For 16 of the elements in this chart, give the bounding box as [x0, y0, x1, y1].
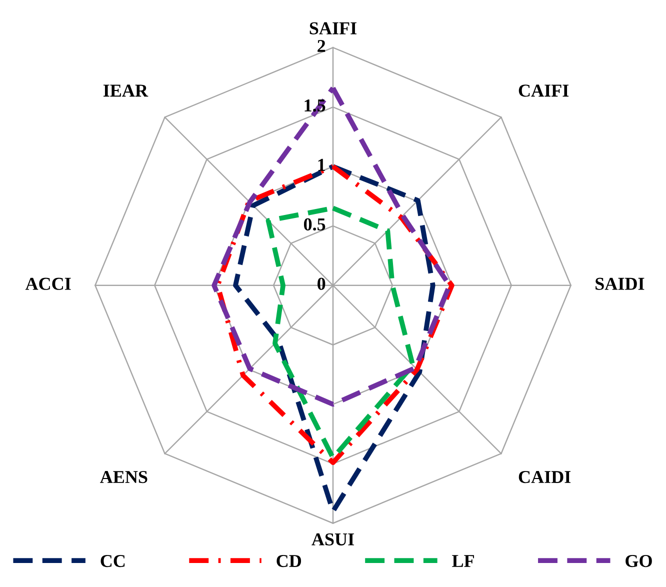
spoke-label: CAIDI — [518, 470, 571, 484]
spoke-label: AENS — [100, 470, 148, 484]
y-tick-label: 0.5 — [304, 218, 326, 231]
y-tick-label: 1 — [318, 158, 325, 171]
y-tick-label: 0 — [318, 278, 326, 290]
legend-label: CD — [276, 554, 302, 568]
spoke-label: SAIDI — [596, 278, 644, 290]
legend-label: LF — [452, 555, 474, 567]
y-tick-label: 2 — [318, 40, 326, 52]
spoke-label: IEAR — [103, 84, 148, 97]
spoke-label: ASUI — [312, 533, 354, 546]
spoke-label: ACCI — [25, 278, 71, 290]
legend-label: GO — [626, 554, 652, 568]
legend-label: CC — [100, 554, 125, 568]
spoke-label: SAIFI — [310, 22, 356, 34]
spoke-label: CAIFI — [518, 84, 569, 97]
